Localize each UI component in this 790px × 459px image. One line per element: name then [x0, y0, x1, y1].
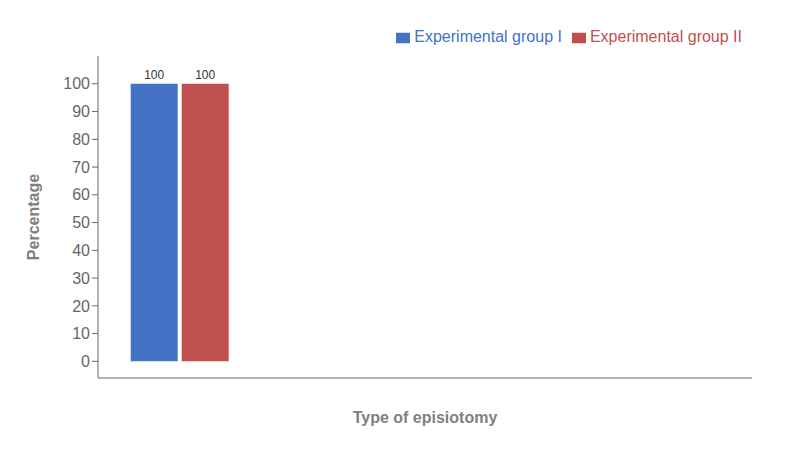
svg-text:60: 60: [72, 186, 90, 203]
svg-text:10: 10: [72, 325, 90, 342]
svg-text:Percentage: Percentage: [25, 174, 42, 260]
svg-text:40: 40: [72, 242, 90, 259]
html-text:Experimental group I: Experimental group I: [414, 28, 562, 45]
svg-text:50: 50: [72, 214, 90, 231]
html-text:Experimental group II: Experimental group II: [589, 28, 742, 45]
svg-text:100: 100: [63, 75, 90, 92]
svg-text:80: 80: [72, 131, 90, 148]
svg-text:90: 90: [72, 103, 90, 120]
svg-text:20: 20: [72, 298, 90, 315]
svg-text:30: 30: [72, 270, 90, 287]
svg-text:70: 70: [72, 159, 90, 176]
svg-text:100: 100: [195, 68, 215, 82]
svg-text:100: 100: [144, 68, 164, 82]
svg-text:0: 0: [81, 353, 90, 370]
svg-text:Type of episiotomy: Type of episiotomy: [353, 409, 498, 426]
